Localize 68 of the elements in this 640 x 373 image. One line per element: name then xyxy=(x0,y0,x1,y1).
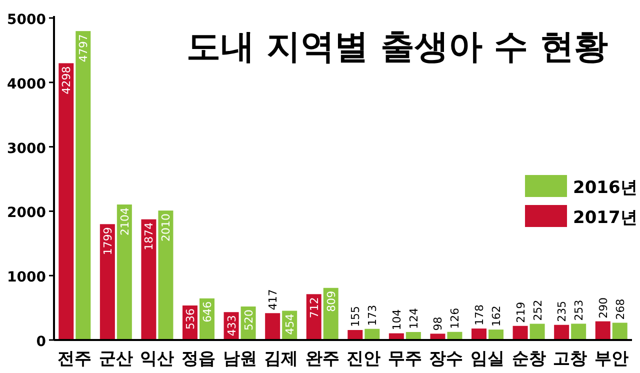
x-tick-label: 무주 xyxy=(388,349,422,369)
data-label: 290 xyxy=(596,297,610,318)
bar xyxy=(595,321,610,340)
y-tick-label: 4000 xyxy=(7,76,46,92)
bar xyxy=(348,330,363,340)
bar xyxy=(158,210,174,340)
legend-label: 2016년 xyxy=(573,178,638,198)
bar xyxy=(530,324,545,340)
x-tick-label: 정읍 xyxy=(182,349,216,369)
x-tick-label: 완주 xyxy=(305,349,340,369)
bar xyxy=(364,328,380,340)
bar xyxy=(488,330,504,340)
data-label: 433 xyxy=(225,315,238,336)
data-label: 1799 xyxy=(101,227,114,256)
data-label: 173 xyxy=(366,304,380,326)
bar xyxy=(141,219,156,340)
data-label: 268 xyxy=(614,298,627,320)
x-tick-label: 고창 xyxy=(553,349,588,369)
bar xyxy=(571,324,586,340)
data-label: 4797 xyxy=(77,34,90,62)
bar xyxy=(76,31,91,340)
bar xyxy=(58,63,74,340)
bar xyxy=(116,204,132,340)
bar xyxy=(612,322,628,340)
bar xyxy=(554,324,570,340)
x-tick-label: 남원 xyxy=(222,349,257,369)
data-label: 417 xyxy=(266,289,280,310)
data-label: 235 xyxy=(556,300,569,322)
data-label: 162 xyxy=(490,306,503,327)
data-label: 2010 xyxy=(160,214,173,242)
x-tick-label: 익산 xyxy=(140,349,174,369)
x-tick-label: 부안 xyxy=(594,349,628,369)
data-label: 809 xyxy=(324,290,338,312)
data-label: 646 xyxy=(201,301,214,322)
data-label: 126 xyxy=(448,308,462,329)
data-label: 155 xyxy=(349,306,362,328)
data-label: 2104 xyxy=(118,208,132,236)
x-tick-label: 순창 xyxy=(512,349,546,369)
y-tick-label: 5000 xyxy=(7,12,46,28)
bar xyxy=(512,326,528,340)
data-label: 98 xyxy=(432,316,445,331)
bar xyxy=(265,313,280,340)
legend-label: 2017년 xyxy=(573,208,638,228)
data-label: 104 xyxy=(390,309,404,330)
data-label: 520 xyxy=(242,310,256,331)
bar xyxy=(100,224,115,340)
bar xyxy=(472,328,486,340)
data-label: 454 xyxy=(284,314,297,335)
y-tick-label: 1000 xyxy=(7,270,46,286)
data-label: 712 xyxy=(308,297,321,318)
data-label: 253 xyxy=(572,300,586,321)
y-tick-label: 0 xyxy=(36,334,46,350)
x-tick-label: 진안 xyxy=(346,349,381,369)
data-label: 4298 xyxy=(60,66,74,94)
x-tick-label: 김제 xyxy=(264,349,298,369)
x-tick-label: 장수 xyxy=(429,349,464,369)
data-label: 219 xyxy=(514,302,528,323)
data-label: 1874 xyxy=(142,222,156,250)
x-tick-label: 군산 xyxy=(98,349,133,369)
data-label: 252 xyxy=(531,300,544,321)
y-tick-label: 3000 xyxy=(7,140,46,157)
x-tick-label: 임실 xyxy=(470,349,504,369)
data-label: 124 xyxy=(407,308,420,330)
y-tick-label: 2000 xyxy=(7,205,46,222)
data-label: 536 xyxy=(184,308,197,330)
chart-title: 도내 지역별 출생아 수 현황 xyxy=(186,27,608,67)
data-label: 178 xyxy=(473,304,486,326)
x-tick-label: 전주 xyxy=(58,349,92,369)
